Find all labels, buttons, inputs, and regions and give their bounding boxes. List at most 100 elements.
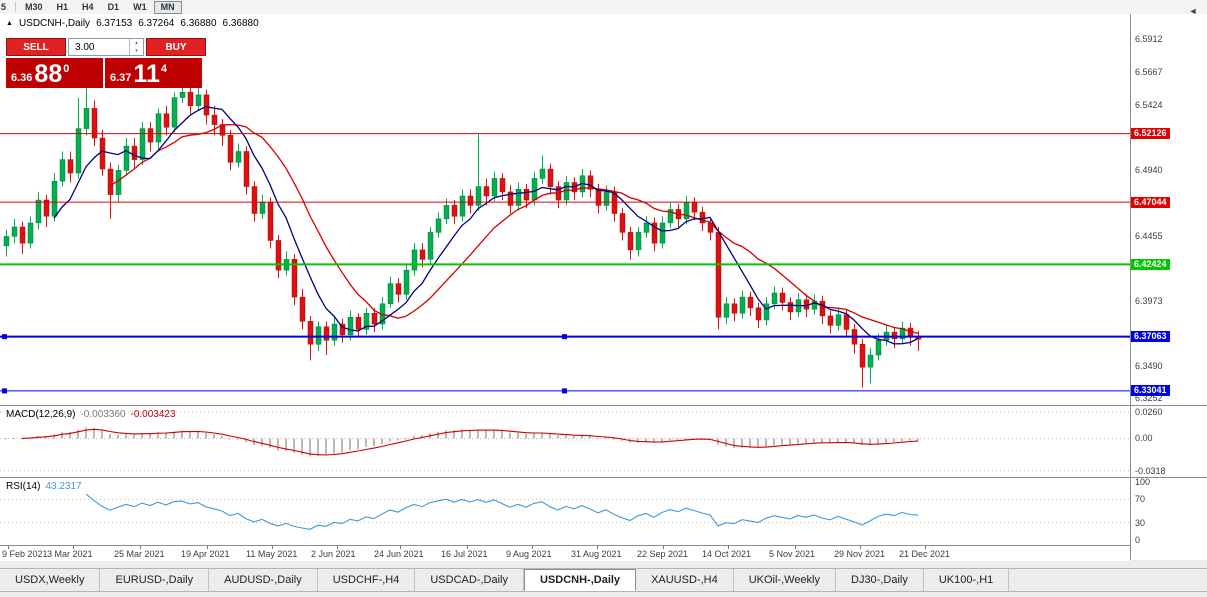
- candle: [131, 138, 138, 168]
- rsi-axis-tick: 30: [1135, 517, 1146, 528]
- time-axis-tick: [532, 546, 533, 549]
- candle: [67, 151, 74, 183]
- candle: [851, 324, 858, 354]
- bid-price-display: 6.36 88 0: [6, 58, 103, 88]
- quote-open: 6.37153: [96, 18, 133, 29]
- time-axis-label: 2 Jun 2021: [311, 549, 356, 559]
- macd-histogram-bar: [733, 438, 735, 449]
- macd-histogram-bar: [245, 438, 247, 443]
- rsi-indicator-panel[interactable]: [0, 478, 1130, 545]
- chart-tab-bar: USDX,Weekly EURUSD-,Daily AUDUSD-,Daily USD…: [0, 568, 1207, 592]
- line-handle[interactable]: [562, 388, 567, 394]
- chart-tab-ukoil-weekly[interactable]: UKOil-,Weekly: [734, 569, 836, 591]
- time-axis-label: 14 Oct 2021: [702, 549, 752, 559]
- price-line-label: 6.47044: [1131, 196, 1170, 208]
- sell-button[interactable]: SELL: [6, 38, 66, 56]
- candle: [827, 310, 834, 334]
- chart-tab-usdcad-daily[interactable]: USDCAD-,Daily: [415, 569, 524, 591]
- price-axis[interactable]: 6.5912 6.5667 6.5424 6.4940 6.4455 6.3973 6.34…: [1130, 14, 1207, 560]
- time-axis-tick: [140, 546, 141, 549]
- time-axis-label: 22 Sep 2021: [637, 549, 689, 559]
- chart-tab-xauusd-h4[interactable]: XAUUSD-,H4: [636, 569, 734, 591]
- panel-splitter[interactable]: [0, 477, 1207, 478]
- timeframe-button-h1[interactable]: H1: [50, 1, 76, 14]
- lot-size-field[interactable]: 3.00 ▴ ▾: [68, 38, 144, 56]
- candle: [451, 200, 458, 225]
- candle: [115, 164, 122, 203]
- candle: [211, 105, 218, 136]
- time-axis-tick: [597, 546, 598, 549]
- macd-histogram-bar: [109, 433, 111, 439]
- candle: [411, 243, 418, 276]
- price-line-label: 6.42424: [1131, 258, 1170, 270]
- candle: [155, 108, 162, 149]
- rsi-line: [85, 493, 919, 530]
- macd-histogram-bar: [325, 438, 327, 456]
- timeframe-button-w1[interactable]: W1: [126, 1, 154, 14]
- macd-histogram-bar: [677, 438, 679, 440]
- candle: [275, 235, 282, 279]
- lot-size-value[interactable]: 3.00: [75, 41, 95, 53]
- time-axis[interactable]: 9 Feb 2021 3 Mar 2021 25 Mar 2021 19 Apr 20…: [0, 545, 1130, 561]
- candle: [779, 287, 786, 311]
- macd-histogram-bar: [861, 438, 863, 445]
- chart-tab-eurusd-daily[interactable]: EURUSD-,Daily: [100, 569, 210, 591]
- chart-tab-usdx-weekly[interactable]: USDX,Weekly: [0, 569, 101, 591]
- macd-axis-tick: -0.0318: [1135, 465, 1166, 476]
- chart-window[interactable]: ▲ USDCNH-,Daily 6.37153 6.37264 6.36880 …: [0, 14, 1207, 561]
- buy-button[interactable]: BUY: [146, 38, 206, 56]
- macd-histogram-bar: [93, 428, 95, 439]
- macd-histogram-bar: [501, 430, 503, 439]
- lot-spin-up-icon[interactable]: ▴: [135, 40, 138, 46]
- macd-histogram-bar: [197, 431, 199, 439]
- macd-histogram-bar: [917, 438, 919, 441]
- timeframe-button-d1[interactable]: D1: [101, 1, 127, 14]
- macd-histogram-bar: [909, 438, 911, 441]
- line-handle[interactable]: [562, 334, 567, 340]
- macd-histogram-bar: [837, 438, 839, 443]
- macd-histogram-bar: [61, 432, 63, 439]
- chart-tab-dj30-daily[interactable]: DJ30-,Daily: [836, 569, 924, 591]
- macd-histogram-bar: [589, 436, 591, 439]
- candle: [667, 202, 674, 229]
- chart-tab-usdchf-h4[interactable]: USDCHF-,H4: [318, 569, 416, 591]
- macd-histogram-bar: [349, 438, 351, 451]
- timeframe-button-mn[interactable]: MN: [153, 0, 182, 14]
- main-price-chart[interactable]: [0, 14, 1130, 405]
- timeframe-button-5[interactable]: 5: [0, 1, 13, 14]
- candle: [35, 191, 42, 230]
- chart-tab-audusd-daily[interactable]: AUDUSD-,Daily: [209, 569, 318, 591]
- macd-histogram-bar: [445, 430, 447, 439]
- macd-histogram-bar: [413, 435, 415, 439]
- candle: [651, 217, 658, 252]
- candle: [587, 170, 594, 198]
- lot-spinner[interactable]: ▴ ▾: [129, 39, 143, 55]
- candle: [787, 297, 794, 320]
- line-handle[interactable]: [2, 388, 7, 394]
- macd-histogram-bar: [101, 430, 103, 439]
- tab-scroll-left-icon[interactable]: ◄: [1188, 6, 1198, 16]
- timeframe-button-h4[interactable]: H4: [75, 1, 101, 14]
- candle: [619, 208, 626, 241]
- candle: [643, 216, 650, 238]
- macd-histogram-bar: [229, 438, 231, 440]
- candle: [571, 177, 578, 201]
- time-axis-label: 24 Jun 2021: [374, 549, 424, 559]
- candle: [19, 221, 26, 254]
- macd-indicator-panel[interactable]: [0, 406, 1130, 477]
- macd-histogram-bar: [365, 438, 367, 448]
- candle: [419, 243, 426, 268]
- lot-spin-down-icon[interactable]: ▾: [135, 48, 138, 54]
- time-axis-tick: [467, 546, 468, 549]
- line-handle[interactable]: [2, 334, 7, 340]
- macd-histogram-bar: [749, 438, 751, 448]
- macd-histogram-bar: [333, 438, 335, 454]
- candle: [27, 216, 34, 249]
- chart-tab-uk100-h1[interactable]: UK100-,H1: [924, 569, 1010, 591]
- candle: [739, 290, 746, 319]
- macd-histogram-bar: [653, 438, 655, 443]
- timeframe-button-m30[interactable]: M30: [18, 1, 50, 14]
- chart-tab-usdcnh-daily[interactable]: USDCNH-,Daily: [523, 569, 637, 591]
- rsi-value: 43.2317: [45, 481, 82, 492]
- panel-splitter[interactable]: [0, 405, 1207, 406]
